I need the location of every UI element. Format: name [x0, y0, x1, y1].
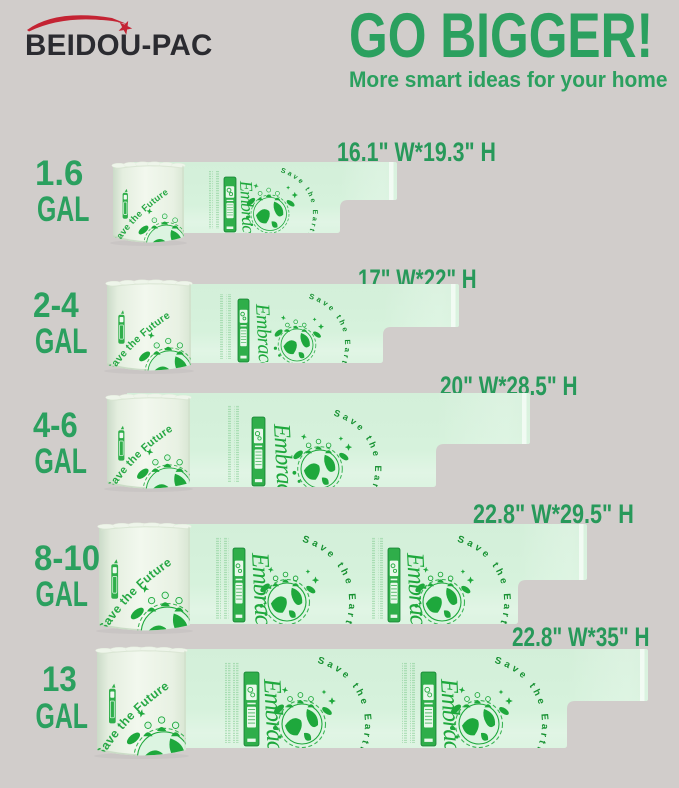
- svg-text:Embrace: Embrace: [258, 677, 289, 762]
- svg-text:4-6: 4-6: [33, 406, 78, 445]
- svg-text:13: 13: [42, 660, 77, 699]
- svg-text:More smart ideas for your home: More smart ideas for your home: [349, 66, 667, 92]
- svg-text:Embrace: Embrace: [236, 179, 259, 241]
- svg-text:GAL: GAL: [36, 697, 88, 736]
- svg-text:22.8" W*35" H: 22.8" W*35" H: [512, 622, 649, 652]
- svg-text:2-4: 2-4: [33, 286, 79, 325]
- svg-text:Embrace: Embrace: [435, 677, 466, 762]
- svg-text:GO BIGGER!: GO BIGGER!: [349, 2, 653, 72]
- svg-text:GAL: GAL: [35, 442, 87, 481]
- svg-text:Embrace: Embrace: [251, 302, 277, 371]
- svg-text:GAL: GAL: [36, 575, 88, 614]
- svg-text:1.6: 1.6: [35, 154, 83, 193]
- svg-text:8-10: 8-10: [34, 539, 100, 578]
- svg-text:BEIDOU-PAC: BEIDOU-PAC: [25, 29, 213, 62]
- svg-text:Embrace: Embrace: [268, 422, 298, 505]
- svg-text:GAL: GAL: [35, 322, 87, 361]
- svg-text:GAL: GAL: [37, 190, 89, 229]
